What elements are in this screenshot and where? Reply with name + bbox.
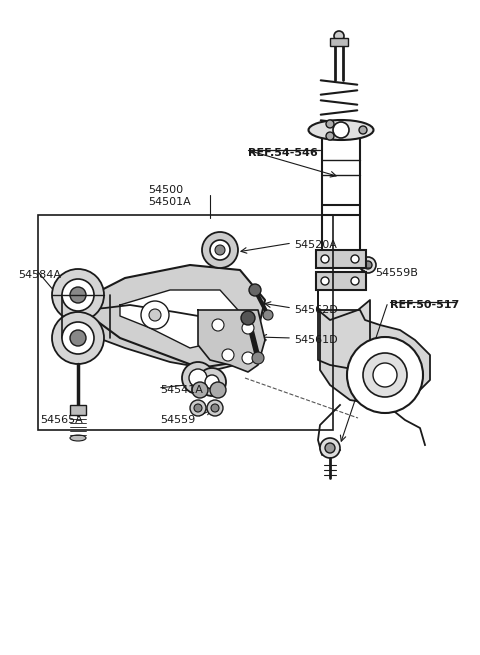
Text: 54559: 54559 bbox=[160, 415, 195, 425]
Circle shape bbox=[210, 382, 226, 398]
Circle shape bbox=[263, 310, 273, 320]
Bar bbox=[70, 405, 86, 415]
Text: 54565A: 54565A bbox=[40, 415, 83, 425]
Bar bbox=[62, 295, 94, 338]
Circle shape bbox=[70, 330, 86, 346]
Circle shape bbox=[141, 301, 169, 329]
Circle shape bbox=[321, 277, 329, 285]
Circle shape bbox=[351, 277, 359, 285]
Circle shape bbox=[320, 438, 340, 458]
Circle shape bbox=[363, 353, 407, 397]
Circle shape bbox=[190, 400, 206, 416]
Text: 54541A: 54541A bbox=[160, 385, 203, 395]
Text: 54561D: 54561D bbox=[294, 335, 337, 345]
Polygon shape bbox=[82, 265, 265, 368]
Circle shape bbox=[242, 352, 254, 364]
Circle shape bbox=[62, 279, 94, 311]
Bar bbox=[316, 272, 366, 290]
Circle shape bbox=[52, 312, 104, 364]
Circle shape bbox=[347, 337, 423, 413]
Circle shape bbox=[333, 122, 349, 138]
Text: 54501A: 54501A bbox=[148, 197, 191, 207]
Text: 54559B: 54559B bbox=[375, 268, 418, 278]
Circle shape bbox=[241, 311, 255, 325]
Circle shape bbox=[202, 232, 238, 268]
Circle shape bbox=[210, 240, 230, 260]
Circle shape bbox=[252, 352, 264, 364]
Circle shape bbox=[198, 368, 226, 396]
Text: REF.50-517: REF.50-517 bbox=[390, 300, 459, 310]
Circle shape bbox=[222, 349, 234, 361]
Circle shape bbox=[189, 369, 207, 387]
Polygon shape bbox=[320, 310, 430, 405]
Circle shape bbox=[194, 404, 202, 412]
Circle shape bbox=[360, 257, 376, 273]
Polygon shape bbox=[198, 310, 265, 372]
Circle shape bbox=[364, 261, 372, 269]
Circle shape bbox=[326, 132, 334, 140]
Circle shape bbox=[325, 443, 335, 453]
Polygon shape bbox=[318, 290, 370, 370]
Text: REF.54-546: REF.54-546 bbox=[248, 148, 318, 158]
Text: 54500: 54500 bbox=[148, 185, 183, 195]
Circle shape bbox=[52, 269, 104, 321]
Circle shape bbox=[359, 126, 367, 134]
Circle shape bbox=[192, 382, 208, 398]
Circle shape bbox=[70, 287, 86, 303]
Bar bbox=[316, 250, 366, 268]
Polygon shape bbox=[82, 305, 265, 370]
Circle shape bbox=[326, 120, 334, 128]
Circle shape bbox=[215, 245, 225, 255]
Circle shape bbox=[373, 363, 397, 387]
Text: 54584A: 54584A bbox=[18, 270, 61, 280]
Text: 54562D: 54562D bbox=[294, 305, 338, 315]
Circle shape bbox=[62, 322, 94, 354]
Circle shape bbox=[321, 255, 329, 263]
Circle shape bbox=[205, 375, 219, 389]
Circle shape bbox=[212, 319, 224, 331]
Ellipse shape bbox=[309, 120, 373, 140]
Circle shape bbox=[334, 31, 344, 41]
Bar bbox=[330, 38, 348, 46]
Bar bbox=[38, 215, 333, 430]
Circle shape bbox=[182, 362, 214, 394]
Polygon shape bbox=[120, 290, 238, 348]
Circle shape bbox=[207, 400, 223, 416]
Circle shape bbox=[249, 284, 261, 296]
Circle shape bbox=[351, 255, 359, 263]
Circle shape bbox=[211, 404, 219, 412]
Ellipse shape bbox=[70, 435, 86, 441]
Text: 54520A: 54520A bbox=[294, 240, 337, 250]
Circle shape bbox=[149, 309, 161, 321]
Circle shape bbox=[242, 322, 254, 334]
